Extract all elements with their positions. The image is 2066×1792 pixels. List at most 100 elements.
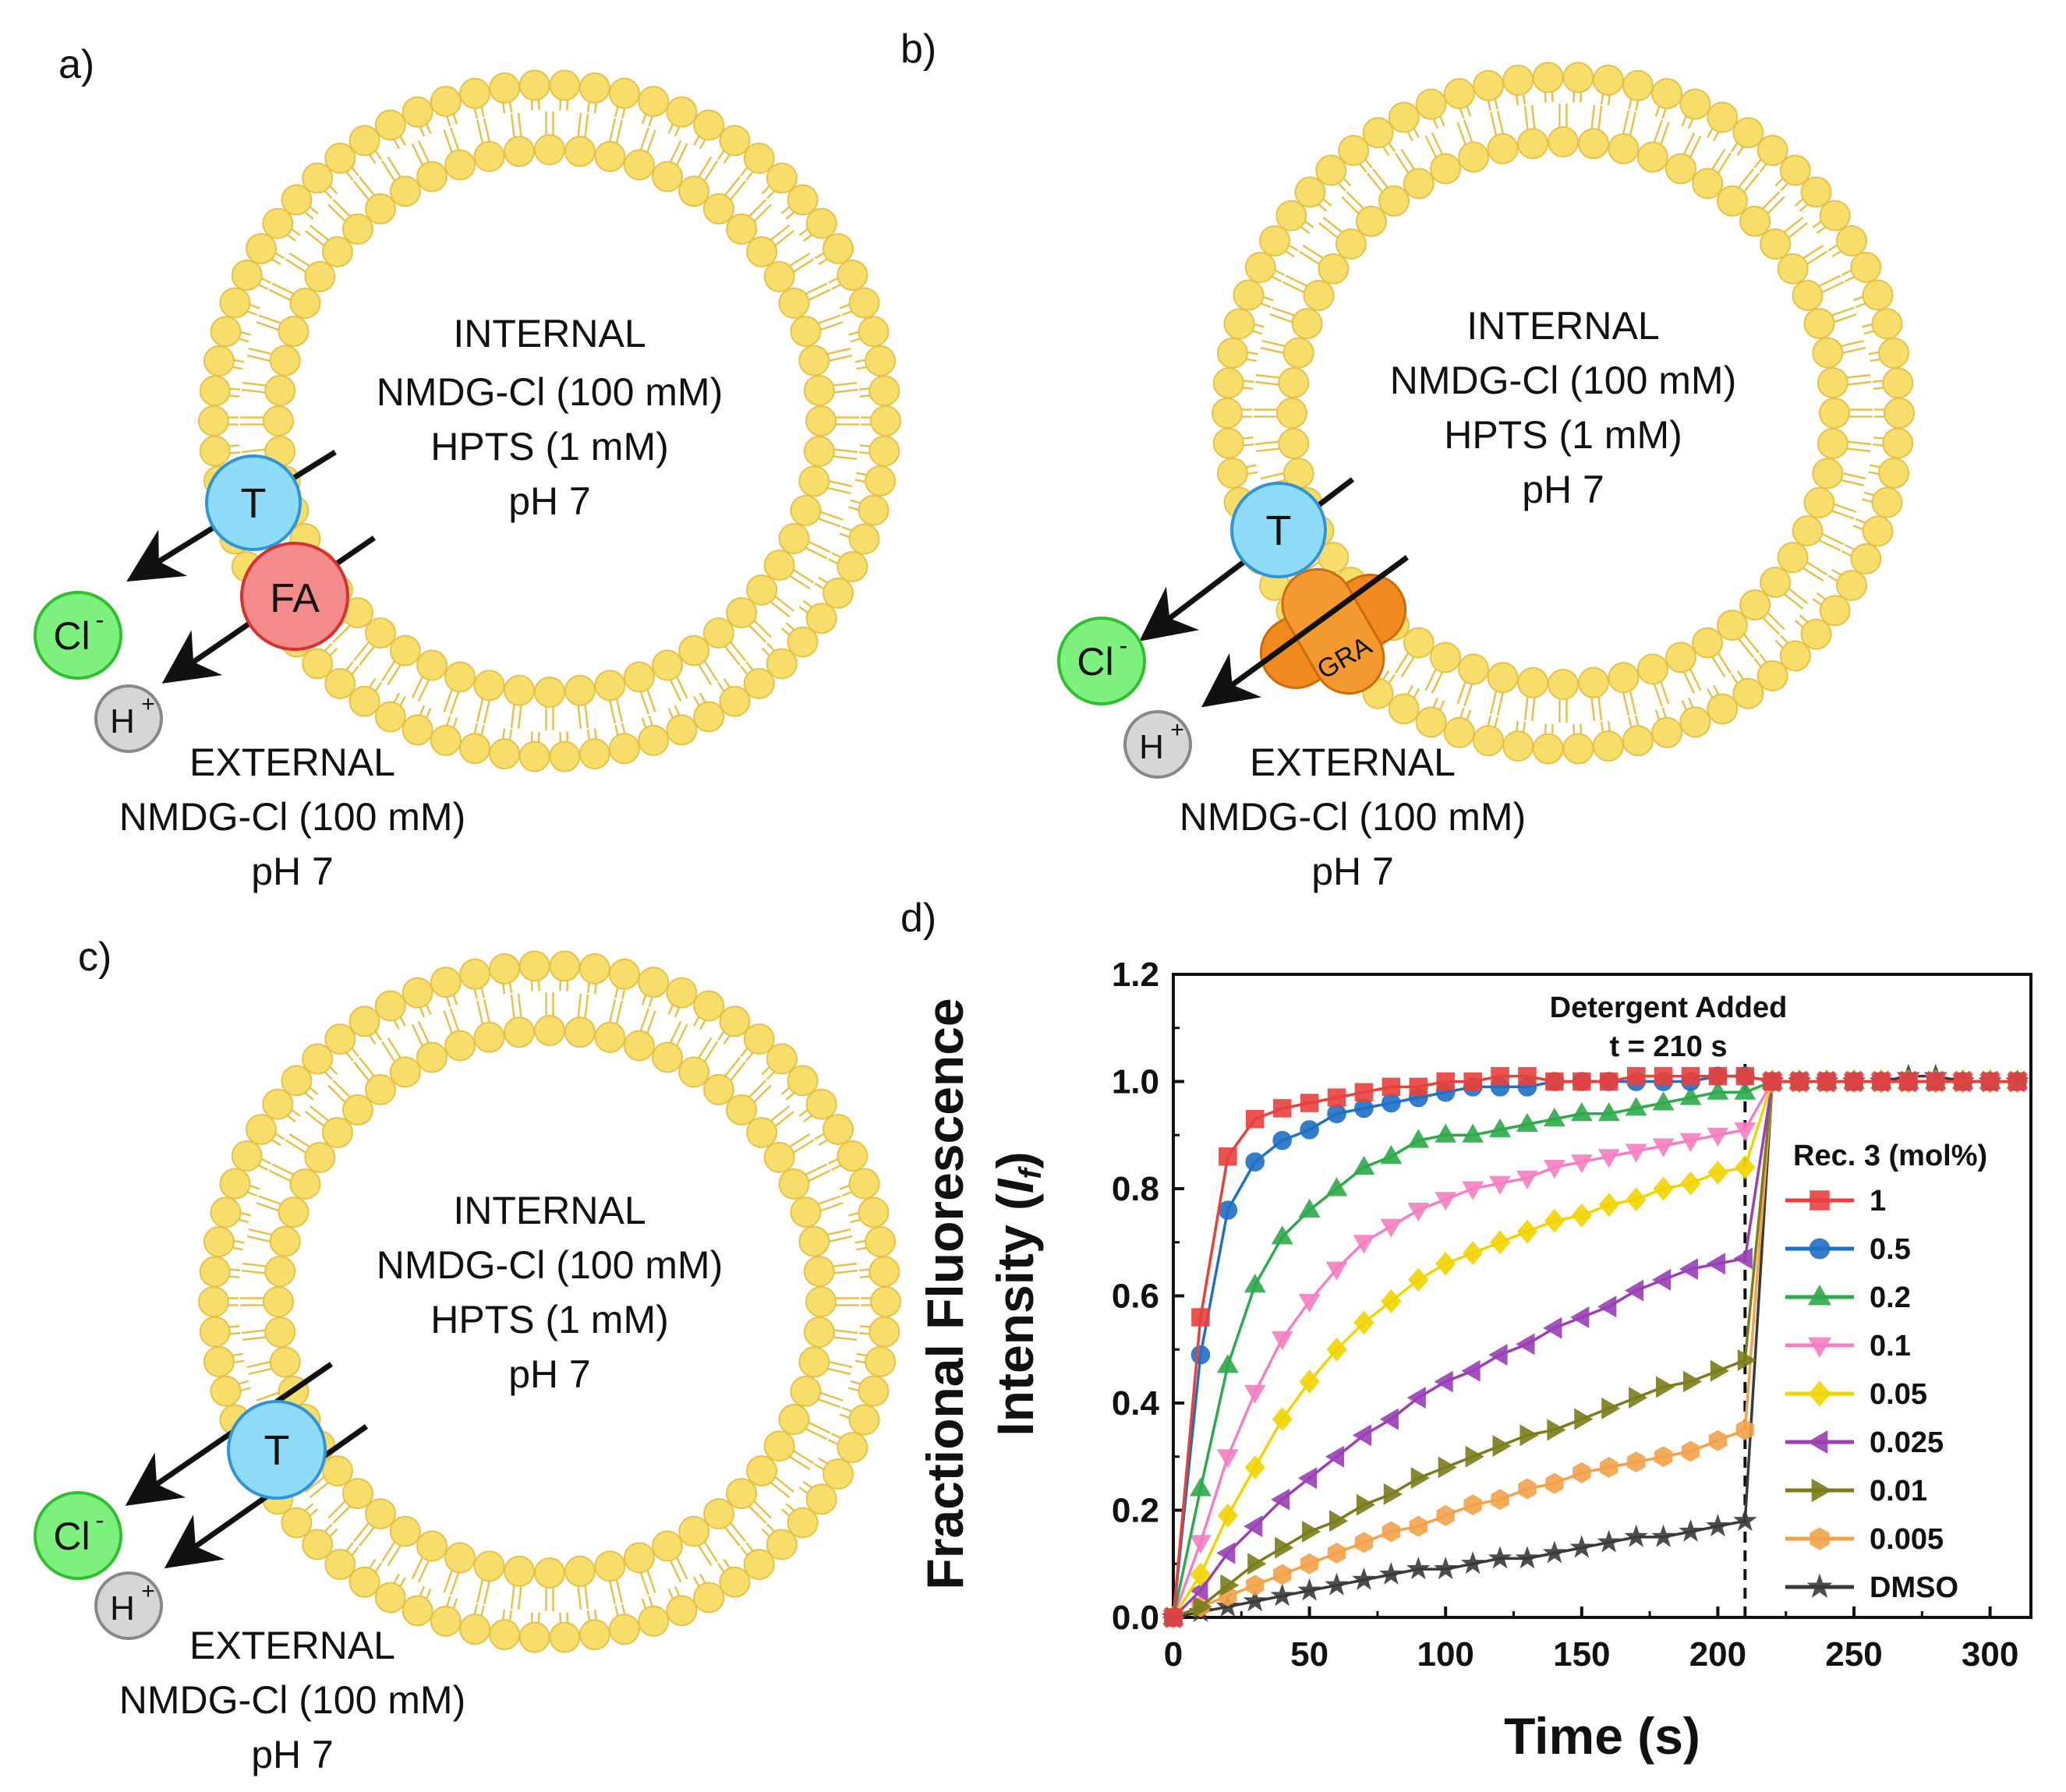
data-point [1217, 1503, 1238, 1528]
lipid-tail [411, 1557, 423, 1580]
lipid-tail [426, 1589, 432, 1599]
lipid-tail [1681, 115, 1687, 126]
lipid-tail [770, 1482, 791, 1499]
proton-ion: H + [94, 684, 163, 753]
lipid-tail [1816, 592, 1826, 600]
lipid-tail [1544, 723, 1547, 734]
data-point [1435, 1192, 1457, 1211]
lipid-head [1756, 659, 1788, 691]
lipid-tail [805, 547, 828, 560]
lipid-head [1622, 725, 1654, 757]
lipid-tail [1844, 543, 1855, 550]
lipid-tail [242, 1336, 266, 1341]
lipid-head [1636, 141, 1668, 173]
lipid-tail [374, 1030, 382, 1041]
lipid-head [743, 143, 775, 175]
data-point [1463, 1494, 1482, 1516]
lipid-head [231, 259, 263, 291]
data-point [1597, 1149, 1620, 1168]
lipid-tail [1863, 330, 1874, 335]
lipid-head [1415, 706, 1447, 738]
lipid-head [1812, 458, 1844, 490]
lipid-tail [327, 1500, 346, 1519]
lipid-tail [1852, 295, 1863, 302]
lipid-head [321, 1117, 353, 1149]
lipid-tail [1246, 464, 1257, 468]
lipid-tail [345, 171, 354, 181]
lipid-tail [674, 1007, 681, 1018]
panel-d: d) Fractional Fluorescence Intensity (If… [900, 896, 2032, 1765]
lipid-head [743, 1548, 775, 1580]
lipid-tail [359, 176, 375, 196]
lipid-tail [1343, 178, 1352, 187]
lipid-head [1577, 128, 1609, 160]
data-point [1247, 1553, 1267, 1575]
lipid-head [790, 316, 822, 348]
lipid-tail [780, 1507, 791, 1517]
lipid-tail [566, 100, 569, 111]
lipid-tail [324, 642, 333, 652]
lipid-head [430, 724, 462, 756]
lipid-tail [859, 394, 870, 398]
lipid-tail [304, 1092, 314, 1101]
lipid-tail [593, 984, 598, 995]
lipid-head [837, 1140, 868, 1172]
internal-salt: NMDG-Cl (100 mM) [377, 1243, 723, 1287]
lipid-head [1443, 716, 1475, 748]
lipid-tail [1834, 503, 1857, 514]
lipid-tail [1261, 302, 1272, 309]
lipid-tail [1275, 270, 1286, 276]
lipid-tail [239, 1380, 249, 1385]
x-axis-title: Time (s) [1504, 1707, 1700, 1765]
lipid-tail [793, 1139, 815, 1154]
data-point [1733, 1508, 1757, 1532]
lipid-tail [1743, 172, 1760, 193]
lipid-tail [258, 314, 281, 324]
lipid-tail [256, 320, 279, 331]
lipid-head [1473, 725, 1505, 757]
lipid-tail [1288, 244, 1299, 252]
lipid-head [199, 435, 231, 467]
lipid-tail [1607, 720, 1611, 731]
lipid-tail [332, 624, 351, 643]
svg-text:+: + [141, 691, 155, 717]
lipid-tail [258, 284, 269, 291]
svg-text:Cl: Cl [1077, 640, 1113, 684]
lipid-tail [446, 715, 451, 726]
lipid-head [1458, 653, 1490, 685]
lipid-head [324, 1548, 356, 1580]
data-point [1352, 1567, 1376, 1590]
lipid-tail [698, 156, 713, 178]
lipid-tail [648, 1596, 653, 1606]
data-point [1516, 1333, 1535, 1355]
lipid-head [1862, 515, 1894, 547]
lipid-head [1850, 251, 1882, 283]
lipid-tail [324, 190, 333, 200]
lipid-head [549, 950, 581, 982]
lipid-tail [480, 107, 485, 118]
lipid-tail [345, 1052, 354, 1062]
lipid-tail [559, 731, 562, 742]
lipid-head [1664, 153, 1696, 185]
lipid-head [1878, 338, 1910, 369]
lipid-head [858, 1375, 890, 1407]
data-point [1574, 1408, 1594, 1430]
data-point [1435, 1123, 1457, 1143]
lipid-head [1884, 398, 1915, 429]
lipid-tail [249, 303, 260, 309]
internal-title: INTERNAL [453, 312, 646, 355]
lipid-head [719, 125, 751, 157]
lipid-tail [593, 1609, 598, 1620]
lipid-tail [449, 1572, 460, 1596]
lipid-tail [670, 140, 682, 162]
lipid-head [1562, 62, 1594, 94]
lipid-head [702, 617, 734, 649]
lipid-tail [1463, 119, 1473, 143]
lipid-tail [1683, 132, 1696, 154]
lipid-tail [446, 997, 451, 1008]
lipid-tail [359, 1057, 375, 1077]
data-point [1379, 1561, 1403, 1585]
lipid-tail [1366, 172, 1383, 193]
lipid-tail [232, 1352, 243, 1357]
lipid-head [822, 1458, 854, 1490]
